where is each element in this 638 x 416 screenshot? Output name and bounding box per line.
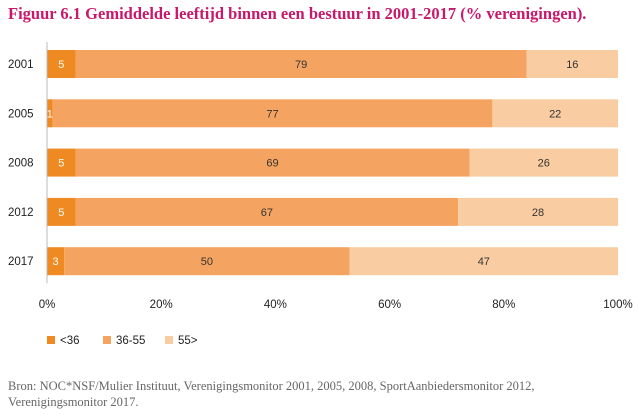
y-tick-label-2012: 2012 bbox=[8, 207, 34, 219]
bar-2008-series-2 bbox=[469, 148, 618, 177]
legend-swatch-2 bbox=[165, 336, 173, 344]
bar-2012-series-2 bbox=[458, 197, 618, 226]
data-label-2012-series-1: 67 bbox=[261, 207, 273, 219]
x-tick-label-2: 40% bbox=[264, 299, 287, 311]
y-tick-labels: 2001 2005 2008 2012 2017 bbox=[8, 59, 34, 268]
data-label-2017-series-1: 50 bbox=[201, 256, 213, 268]
y-tick-label-2001: 2001 bbox=[8, 59, 34, 71]
bar-group: 5 79 16 1 77 22 5 69 26 5 67 28 3 50 47 bbox=[46, 42, 618, 284]
legend-swatch-1 bbox=[103, 336, 111, 344]
x-tick-label-3: 60% bbox=[378, 299, 401, 311]
data-label-2001-series-1: 79 bbox=[295, 59, 307, 71]
legend-swatch-0 bbox=[47, 336, 55, 344]
bar-2001-series-0 bbox=[47, 50, 76, 78]
bar-2005-series-0 bbox=[47, 99, 53, 128]
bar-2017-series-2 bbox=[349, 247, 618, 276]
x-tick-label-4: 80% bbox=[492, 299, 515, 311]
legend: <36 36-55 55> bbox=[47, 335, 198, 347]
data-label-2008-series-0: 5 bbox=[58, 158, 64, 170]
x-tick-labels: 0% 20% 40% 60% 80% 100% bbox=[39, 299, 633, 311]
legend-label-1: 36-55 bbox=[116, 335, 145, 347]
bar-2012-series-0 bbox=[47, 197, 76, 226]
bar-2001-series-1 bbox=[75, 50, 527, 78]
source-note: Bron: NOC*NSF/Mulier Instituut, Verenigi… bbox=[8, 379, 535, 409]
legend-label-2: 55> bbox=[178, 335, 198, 347]
chart-title: Figuur 6.1 Gemiddelde leeftijd binnen ee… bbox=[8, 4, 587, 23]
x-tick-label-1: 20% bbox=[150, 299, 173, 311]
bar-2012-series-1 bbox=[75, 197, 459, 226]
data-label-2005-series-0: 1 bbox=[47, 108, 53, 120]
data-label-2001-series-0: 5 bbox=[58, 59, 64, 71]
y-tick-label-2005: 2005 bbox=[8, 108, 34, 120]
y-tick-label-2017: 2017 bbox=[8, 256, 34, 268]
data-label-2008-series-1: 69 bbox=[266, 158, 278, 170]
data-label-2008-series-2: 26 bbox=[538, 158, 550, 170]
data-label-2017-series-2: 47 bbox=[478, 256, 490, 268]
data-label-2012-series-0: 5 bbox=[58, 207, 64, 219]
data-label-2005-series-1: 77 bbox=[266, 108, 278, 120]
data-label-2001-series-2: 16 bbox=[566, 59, 578, 71]
bar-2017-series-0 bbox=[47, 247, 65, 276]
data-label-2005-series-2: 22 bbox=[549, 108, 561, 120]
bar-2005-series-1 bbox=[52, 99, 493, 128]
bar-2017-series-1 bbox=[64, 247, 350, 276]
bar-2001-series-2 bbox=[526, 50, 618, 78]
x-tick-label-5: 100% bbox=[603, 299, 632, 311]
bar-2008-series-1 bbox=[75, 148, 470, 177]
bar-2005-series-2 bbox=[492, 99, 618, 128]
data-label-2017-series-0: 3 bbox=[53, 256, 59, 268]
y-tick-label-2008: 2008 bbox=[8, 158, 34, 170]
x-tick-label-0: 0% bbox=[39, 299, 56, 311]
bar-2008-series-0 bbox=[47, 148, 76, 177]
data-label-2012-series-2: 28 bbox=[532, 207, 544, 219]
legend-label-0: <36 bbox=[60, 335, 80, 347]
